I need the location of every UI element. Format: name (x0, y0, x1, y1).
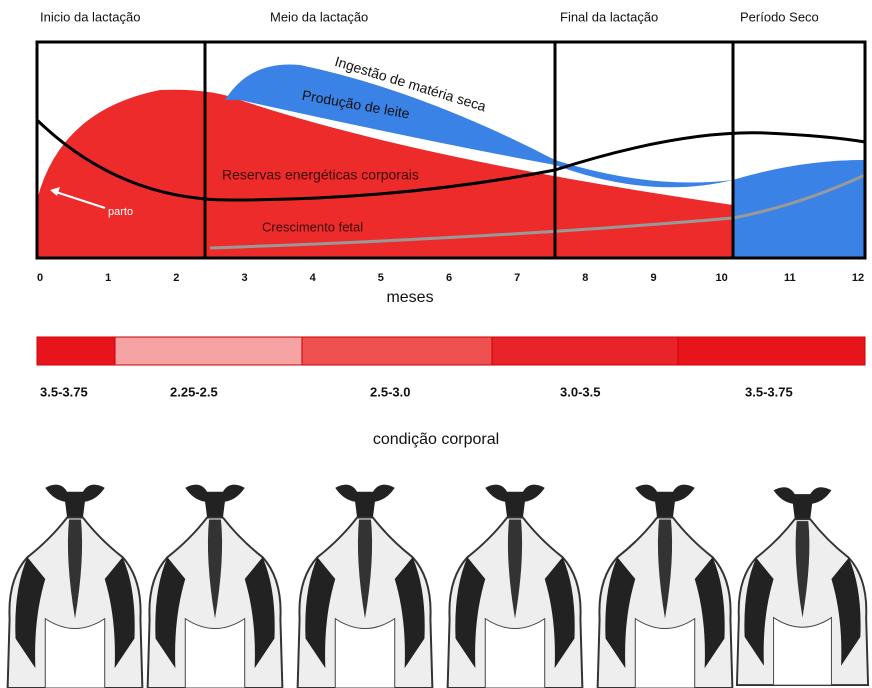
score-label: 3.0-3.5 (560, 384, 600, 399)
cow-illustration (148, 485, 283, 688)
axis-label: meses (386, 289, 433, 306)
month-label: 6 (446, 272, 452, 284)
month-label: 2 (173, 272, 179, 284)
month-label: 11 (784, 272, 796, 284)
phase-label: Período Seco (740, 9, 819, 24)
score-segment (302, 337, 492, 365)
month-label: 4 (310, 272, 317, 284)
calving-label: parto (108, 206, 133, 218)
score-label: 2.25-2.5 (170, 384, 218, 399)
cow-illustration (298, 485, 433, 688)
month-label: 9 (650, 272, 656, 284)
reserves-label: Reservas energéticas corporais (222, 167, 419, 183)
month-label: 8 (582, 272, 588, 284)
diagram: Inicio da lactação Meio da lactação Final … (0, 0, 872, 688)
phase-label: Final da lactação (560, 9, 658, 24)
phase-label: Inicio da lactação (40, 9, 140, 24)
score-segment (37, 337, 115, 365)
cow-illustration (598, 485, 733, 688)
milk-area-dry (733, 160, 865, 258)
score-label: 3.5-3.75 (745, 384, 793, 399)
month-label: 0 (37, 272, 43, 284)
cow-illustration (448, 485, 583, 688)
month-label: 3 (241, 272, 247, 284)
month-label: 12 (852, 272, 864, 284)
chart-area: Ingestão de matéria seca Produção de lei… (37, 42, 865, 258)
body-condition-label: condição corporal (373, 431, 499, 448)
month-label: 10 (716, 272, 728, 284)
score-segment (492, 337, 678, 365)
month-label: 1 (105, 272, 111, 284)
month-label: 5 (378, 272, 384, 284)
fetal-label: Crescimento fetal (262, 219, 363, 234)
cow-illustration (8, 485, 143, 688)
cow-illustration (737, 487, 868, 685)
score-label: 3.5-3.75 (40, 384, 88, 399)
score-segment (678, 337, 865, 365)
month-label: 7 (514, 272, 520, 284)
score-label: 2.5-3.0 (370, 384, 410, 399)
phase-label: Meio da lactação (270, 9, 368, 24)
page: {"phases": ["Inicio da lactação", "Meio … (0, 0, 872, 688)
score-segment (115, 337, 302, 365)
